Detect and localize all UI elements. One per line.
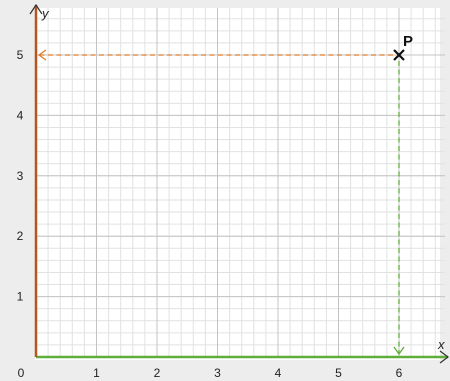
x-axis-arrow-icon: [439, 350, 449, 364]
x-tick-label: 3: [214, 366, 221, 380]
x-tick-label: 2: [154, 366, 161, 380]
projection-lines: [37, 49, 405, 356]
y-axis-label: y: [41, 6, 50, 21]
marker-stroke: [393, 49, 405, 61]
x-tick-label: 0: [18, 366, 25, 380]
y-tick-label: 3: [17, 169, 24, 183]
projection-arrow-icon: [37, 49, 47, 61]
point-label: P: [403, 33, 413, 50]
x-tick-label: 6: [396, 366, 403, 380]
x-tick-label: 1: [93, 366, 100, 380]
tick-labels: 0 1 2 3 4 5 6 1 2 3 4 5: [17, 48, 403, 380]
projection-arrow-icon: [393, 346, 405, 356]
y-axis-arrow-icon: [29, 3, 43, 15]
x-marker-icon: [393, 49, 405, 61]
data-points: P: [393, 33, 413, 61]
y-tick-label: 2: [17, 229, 24, 243]
x-axis-label: x: [437, 337, 445, 352]
x-tick-label: 5: [335, 366, 342, 380]
x-tick-label: 4: [275, 366, 282, 380]
y-tick-label: 1: [17, 290, 24, 304]
major-grid: [36, 8, 445, 357]
y-tick-label: 5: [17, 48, 24, 62]
plot-area-background: [35, 8, 440, 360]
axes: xy: [29, 3, 449, 364]
y-tick-label: 4: [17, 108, 24, 122]
